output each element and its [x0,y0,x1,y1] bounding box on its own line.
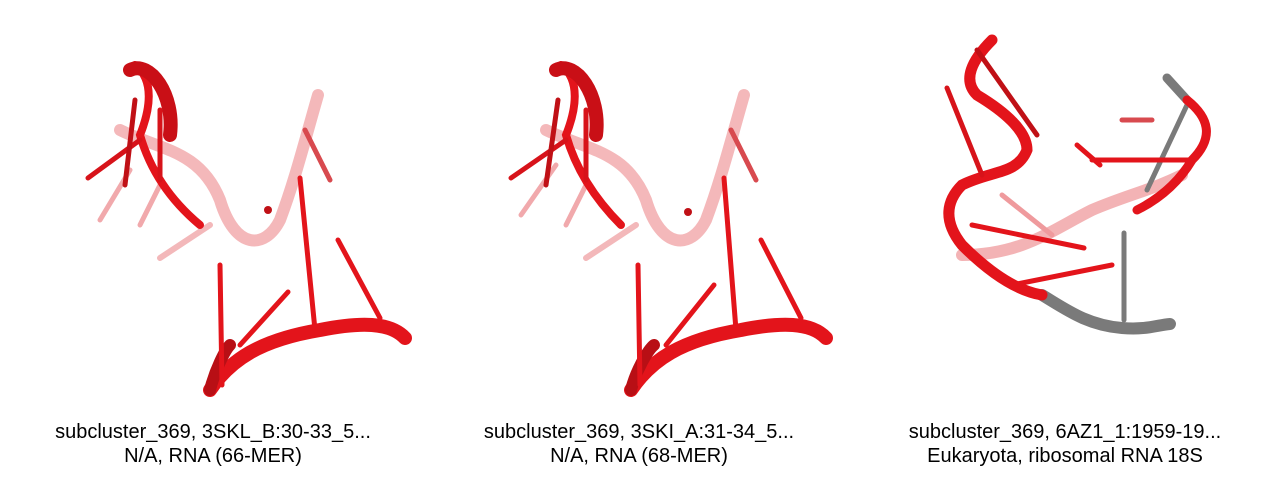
structure-panel-2: subcluster_369, 3SKI_A:31-34_5... N/A, R… [426,0,852,480]
structure-caption: subcluster_369, 6AZ1_1:1959-19... Eukary… [852,420,1278,468]
rna-structure-image [85,61,412,397]
structure-caption: subcluster_369, 3SKL_B:30-33_5... N/A, R… [0,420,426,468]
caption-line-1: subcluster_369, 3SKL_B:30-33_5... [55,421,371,443]
rna-structure-image [943,34,1211,335]
caption-line-2: N/A, RNA (68-MER) [550,445,728,467]
structure-panel-3: subcluster_369, 6AZ1_1:1959-19... Eukary… [852,0,1278,480]
structure-panel-1: subcluster_369, 3SKL_B:30-33_5... N/A, R… [0,0,426,480]
structure-caption: subcluster_369, 3SKI_A:31-34_5... N/A, R… [426,420,852,468]
caption-line-1: subcluster_369, 6AZ1_1:1959-19... [908,421,1222,443]
caption-line-2: Eukaryota, ribosomal RNA 18S [927,445,1203,467]
rna-structure-image [508,61,833,397]
caption-line-1: subcluster_369, 3SKI_A:31-34_5... [483,421,795,443]
caption-line-2: N/A, RNA (66-MER) [124,445,302,467]
